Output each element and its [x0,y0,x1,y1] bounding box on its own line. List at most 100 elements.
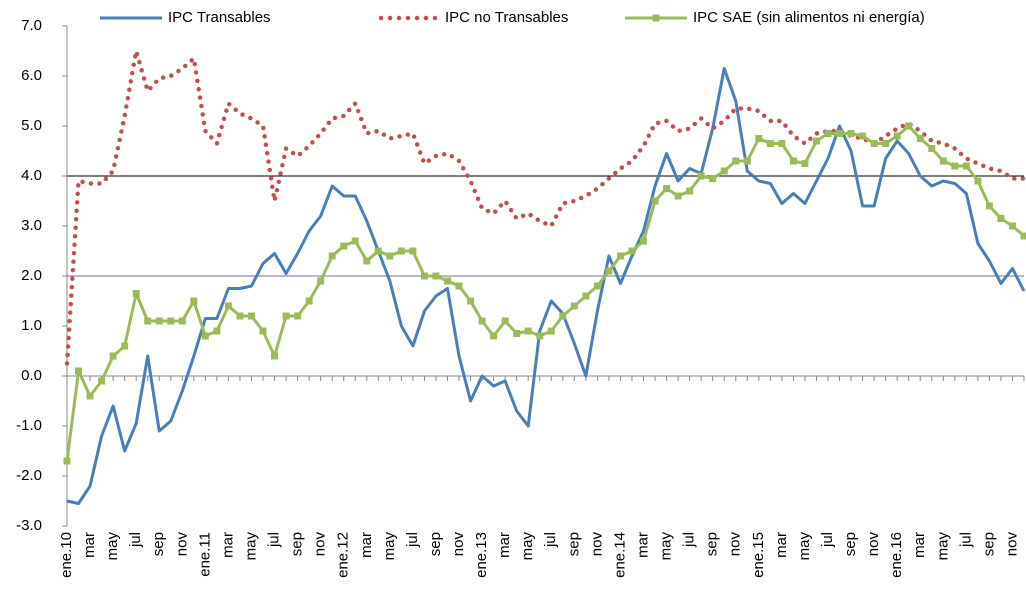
legend-label: IPC SAE (sin alimentos ni energía) [693,9,925,26]
x-tick-label: mar [634,532,651,558]
x-tick-label: may [104,532,121,561]
x-tick-label: mar [81,532,98,558]
point-marker [340,242,348,250]
point-marker [305,297,313,305]
point-marker [259,327,267,335]
x-tick-label: sep [565,532,582,556]
x-tick-label: jul [819,532,836,548]
point-marker [732,157,740,165]
point-marker [962,162,970,170]
point-marker [870,140,878,147]
point-marker [1008,222,1016,230]
point-marker [155,317,163,325]
point-marker [755,135,763,142]
point-marker [916,135,924,142]
point-marker [893,132,901,140]
point-marker [743,157,751,165]
point-marker [928,145,936,152]
point-marker [271,352,279,360]
x-tick-label: nov [312,532,329,557]
point-marker [939,157,947,165]
y-tick-label: 2.0 [21,267,42,284]
x-tick-label: nov [865,532,882,557]
point-marker [478,317,486,325]
point-marker [582,292,590,300]
x-tick-label: nov [1003,532,1020,557]
point-marker [121,342,129,350]
point-marker [570,302,578,310]
point-marker [144,317,152,325]
point-marker [351,237,359,245]
point-marker [328,252,336,260]
point-marker [778,140,786,147]
point-marker [201,332,209,340]
point-marker [247,312,255,320]
x-tick-label: sep [980,532,997,556]
point-marker [224,302,232,310]
point-marker [501,317,509,325]
x-tick-label: may [381,532,398,561]
point-marker [363,257,371,265]
legend-marker [652,14,660,22]
point-marker [905,122,913,130]
point-marker [443,277,451,285]
point-marker [985,202,993,210]
y-tick-label: -1.0 [16,417,42,434]
point-marker [547,327,555,335]
point-marker [282,312,290,320]
point-marker [801,160,809,167]
point-marker [882,140,890,147]
point-marker [190,297,198,305]
x-tick-label: may [519,532,536,561]
point-marker [847,130,855,137]
x-tick-label: may [242,532,259,561]
y-tick-label: -2.0 [16,467,42,484]
x-tick-label: ene.12 [335,532,352,578]
point-marker [766,140,774,147]
point-marker [98,377,106,385]
point-marker [455,282,463,290]
x-tick-label: sep [289,532,306,556]
point-marker [490,332,498,340]
point-marker [559,312,567,320]
legend-label: IPC no Transables [445,9,568,26]
point-marker [420,272,428,280]
point-marker [616,252,624,260]
point-marker [686,187,694,195]
x-tick-label: nov [173,532,190,557]
x-tick-label: ene.15 [750,532,767,578]
point-marker [432,272,440,280]
x-tick-label: nov [450,532,467,557]
point-marker [178,317,186,325]
y-tick-label: 1.0 [21,317,42,334]
point-marker [109,352,117,360]
legend-label: IPC Transables [168,9,271,26]
y-tick-label: 7.0 [21,17,42,34]
x-tick-label: jul [957,532,974,548]
point-marker [524,327,532,335]
x-tick-label: ene.13 [473,532,490,578]
point-marker [536,332,544,340]
point-marker [386,252,394,260]
point-marker [63,457,71,465]
x-tick-label: jul [542,532,559,548]
point-marker [294,312,302,320]
point-marker [789,157,797,165]
point-marker [409,247,417,255]
x-tick-label: may [658,532,675,561]
y-tick-label: 5.0 [21,117,42,134]
y-tick-label: -3.0 [16,517,42,534]
x-tick-label: mar [358,532,375,558]
x-tick-label: sep [427,532,444,556]
point-marker [651,197,659,205]
x-tick-label: nov [588,532,605,557]
x-tick-label: nov [727,532,744,557]
y-tick-label: 3.0 [21,217,42,234]
x-tick-label: jul [266,532,283,548]
x-tick-label: sep [842,532,859,556]
point-marker [513,330,521,337]
point-marker [317,277,325,285]
point-marker [824,130,832,137]
point-marker [709,175,717,182]
point-marker [836,130,844,137]
